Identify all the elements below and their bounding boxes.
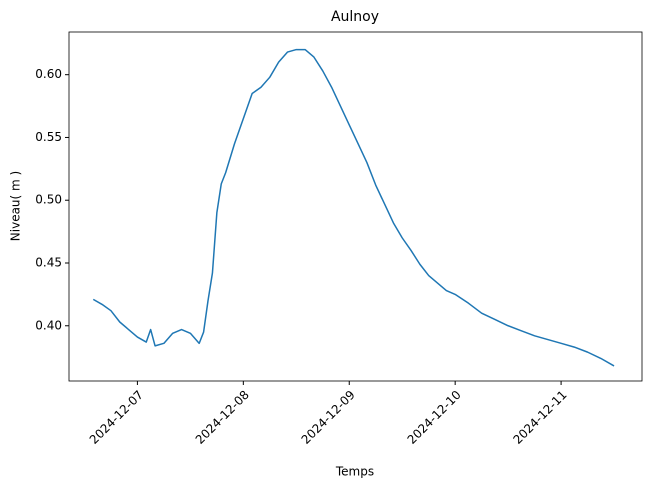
chart-title: Aulnoy (331, 9, 379, 25)
x-tick-label: 2024-12-08 (193, 388, 252, 447)
y-tick-label: 0.50 (35, 193, 62, 207)
x-tick-label: 2024-12-09 (299, 388, 358, 447)
x-tick-label: 2024-12-11 (510, 388, 569, 447)
x-tick-label: 2024-12-07 (87, 388, 146, 447)
x-tick-label: 2024-12-10 (405, 388, 464, 447)
y-tick-label: 0.55 (35, 130, 62, 144)
x-axis-label: Temps (335, 465, 374, 479)
y-tick-label: 0.60 (35, 67, 62, 81)
y-tick-label: 0.45 (35, 255, 62, 269)
data-line (92, 48, 615, 367)
plot-frame (68, 31, 643, 382)
y-tick-label: 0.40 (35, 318, 62, 332)
y-axis-label: Niveau( m ) (9, 171, 23, 241)
